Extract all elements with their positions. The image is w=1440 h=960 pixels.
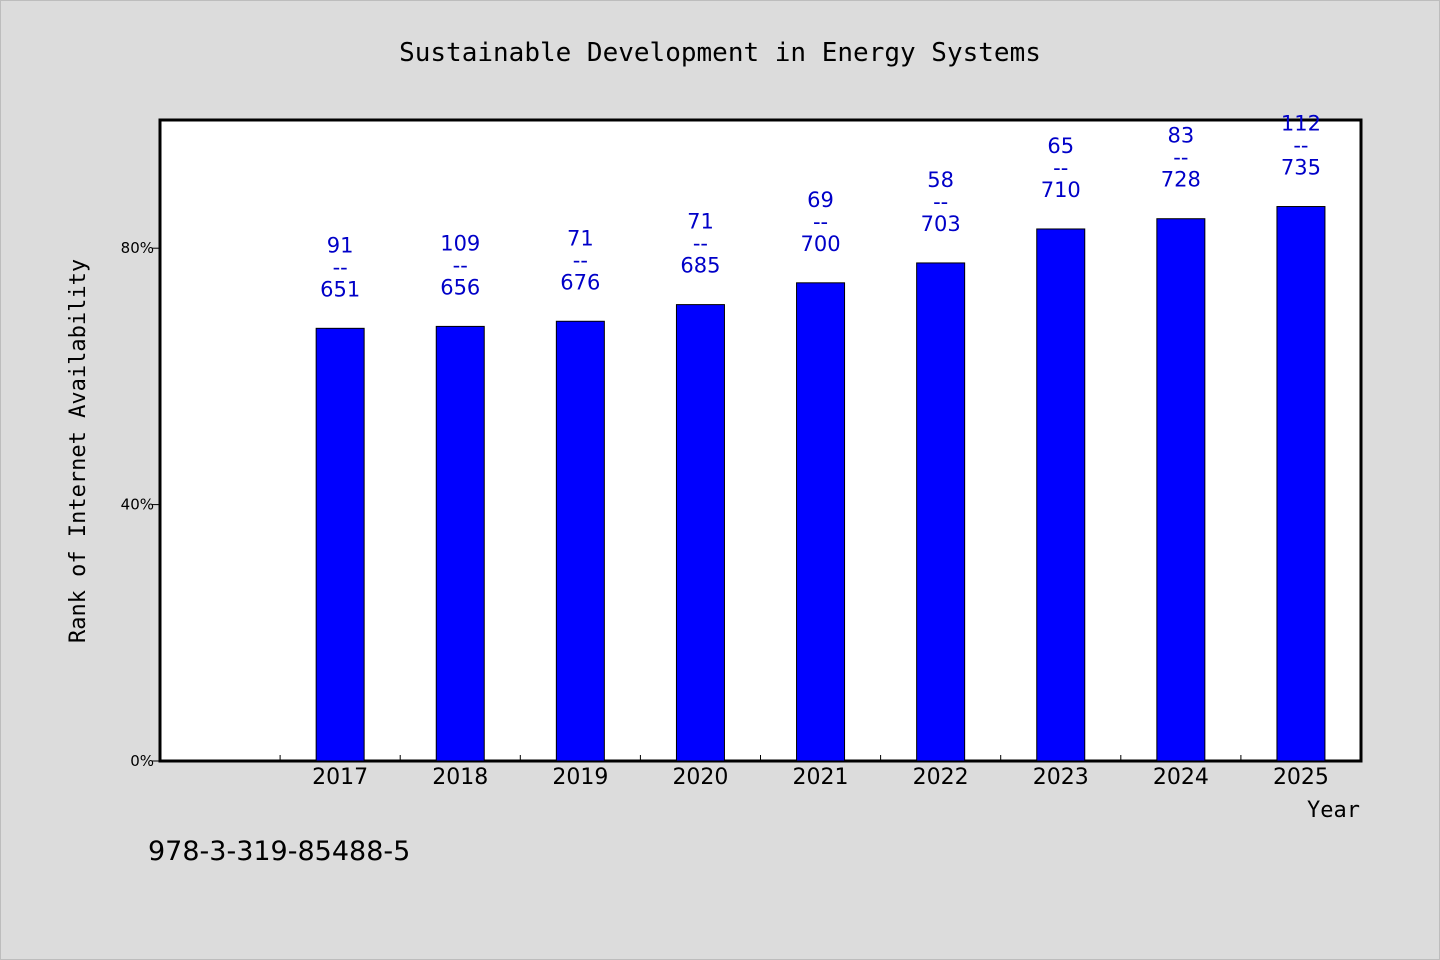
- data-label: 91: [327, 233, 354, 257]
- y-axis-ticks: 0% 40% 80%: [121, 239, 160, 770]
- data-label: 65: [1047, 134, 1074, 158]
- bar: [796, 282, 846, 762]
- bar: [1276, 206, 1326, 762]
- x-tick-label: 2021: [793, 765, 849, 790]
- x-axis-ticks: 2017 2018 2019 2020 2021 2022 2023 2024 2025: [279, 755, 1329, 790]
- x-tick-label: 2023: [1033, 765, 1089, 790]
- data-label: 109: [440, 231, 480, 255]
- x-tick-label: 2022: [913, 765, 969, 790]
- data-label: 651: [320, 277, 360, 301]
- x-tick-label: 2017: [312, 765, 368, 790]
- data-label: --: [573, 248, 588, 272]
- data-label: 71: [567, 226, 594, 250]
- x-tick-label: 2018: [432, 765, 488, 790]
- bar: [435, 325, 485, 762]
- x-axis-label: Year: [1307, 798, 1360, 823]
- isbn-label: 978-3-319-85488-5: [148, 836, 411, 867]
- data-label: --: [693, 232, 708, 256]
- data-label: 58: [927, 168, 954, 192]
- data-label: 728: [1161, 168, 1201, 192]
- y-tick-label: 40%: [121, 496, 154, 514]
- bar: [916, 262, 966, 762]
- data-label: 685: [680, 254, 720, 278]
- y-tick-label: 80%: [121, 239, 154, 257]
- data-label: 735: [1281, 156, 1321, 180]
- data-labels-group: 91--651109--65671--67671--68569--70058--…: [320, 112, 1321, 302]
- data-label: 69: [807, 188, 834, 212]
- bar: [1156, 218, 1206, 762]
- bar: [675, 304, 725, 762]
- data-label: --: [1173, 146, 1188, 170]
- x-tick-label: 2020: [672, 765, 728, 790]
- x-tick-label: 2019: [552, 765, 608, 790]
- chart-title: Sustainable Development in Energy System…: [399, 38, 1041, 68]
- y-tick-label: 0%: [130, 752, 154, 770]
- y-axis-label: Rank of Internet Availability: [66, 259, 91, 643]
- bars-group: [315, 206, 1326, 762]
- data-label: --: [453, 253, 468, 277]
- data-label: --: [813, 210, 828, 234]
- data-label: 112: [1281, 112, 1321, 136]
- data-label: --: [1293, 134, 1308, 158]
- bar: [555, 320, 605, 762]
- data-label: 676: [560, 270, 600, 294]
- x-tick-label: 2024: [1153, 765, 1209, 790]
- x-tick-label: 2025: [1273, 765, 1329, 790]
- data-label: --: [333, 255, 348, 279]
- data-label: 703: [921, 212, 961, 236]
- data-label: 656: [440, 275, 480, 299]
- data-label: --: [1053, 156, 1068, 180]
- data-label: 83: [1167, 124, 1194, 148]
- bar: [1036, 228, 1086, 762]
- data-label: --: [933, 190, 948, 214]
- data-label: 700: [801, 232, 841, 256]
- data-label: 71: [687, 210, 714, 234]
- bar: [315, 327, 365, 762]
- data-label: 710: [1041, 178, 1081, 202]
